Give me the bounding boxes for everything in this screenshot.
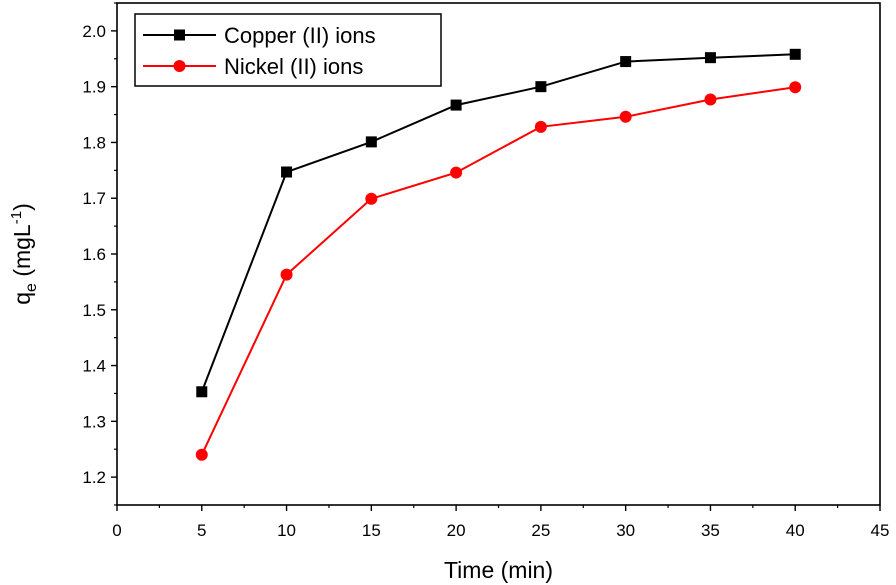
series-1 (196, 48, 801, 398)
data-point (535, 81, 547, 93)
y-tick-label: 1.7 (82, 189, 106, 208)
data-point (789, 48, 801, 60)
x-tick-label: 10 (277, 521, 296, 540)
data-point (196, 386, 208, 398)
data-point (365, 192, 378, 205)
data-point (534, 120, 547, 133)
x-tick-label: 25 (531, 521, 550, 540)
series-2 (195, 81, 802, 461)
data-point (450, 166, 463, 179)
y-tick-label: 2.0 (82, 22, 106, 41)
data-point (365, 136, 377, 148)
y-axis-title-base: q (9, 292, 35, 305)
data-point (619, 110, 632, 123)
series-line (200, 53, 796, 393)
y-axis-title: qe (mgL-1) (8, 203, 40, 305)
legend: Copper (II) ions Nickel (II) ions (134, 13, 442, 87)
x-tick-label: 0 (112, 521, 121, 540)
legend-box (134, 13, 442, 87)
x-tick-label: 40 (786, 521, 805, 540)
y-axis-title-sup: -1 (8, 211, 25, 224)
y-tick-label: 1.4 (82, 357, 106, 376)
x-tick-label: 5 (197, 521, 206, 540)
x-tick-label: 30 (616, 521, 635, 540)
data-point (280, 268, 293, 281)
y-tick-label: 1.9 (82, 78, 106, 97)
axes: 0 5 10 15 20 25 30 35 40 45 1.2 1.3 1.4 1.5 1.6 1.7 1.8 1… (82, 2, 890, 540)
legend-items: Copper (II) ions Nickel (II) ions (143, 23, 376, 79)
data-point (281, 166, 293, 178)
series-layer (195, 48, 802, 461)
y-axis-title-close: ) (9, 203, 35, 211)
y-axis-title-sub: e (23, 283, 40, 292)
x-tick-label: 35 (701, 521, 720, 540)
data-point (704, 93, 717, 106)
data-point (195, 448, 208, 461)
series-line (200, 86, 796, 456)
y-tick-label: 1.3 (82, 412, 106, 431)
y-tick-label: 1.6 (82, 245, 106, 264)
data-point (789, 81, 802, 94)
y-axis-title-unit: (mgL (9, 224, 35, 283)
legend-item-1: Copper (II) ions (143, 23, 376, 48)
data-point (450, 99, 462, 111)
data-point (620, 56, 632, 68)
legend-label: Nickel (II) ions (224, 54, 363, 79)
legend-item-2: Nickel (II) ions (143, 54, 363, 79)
y-tick-label: 1.8 (82, 133, 106, 152)
y-tick-label: 1.2 (82, 468, 106, 487)
legend-marker (174, 29, 185, 41)
legend-marker (173, 60, 186, 72)
legend-label: Copper (II) ions (224, 23, 376, 48)
y-tick-label: 1.5 (82, 301, 106, 320)
x-tick-label: 45 (871, 521, 890, 540)
x-tick-label: 15 (362, 521, 381, 540)
data-point (704, 52, 716, 64)
x-tick-label: 20 (447, 521, 466, 540)
x-axis-title: Time (min) (444, 557, 553, 583)
